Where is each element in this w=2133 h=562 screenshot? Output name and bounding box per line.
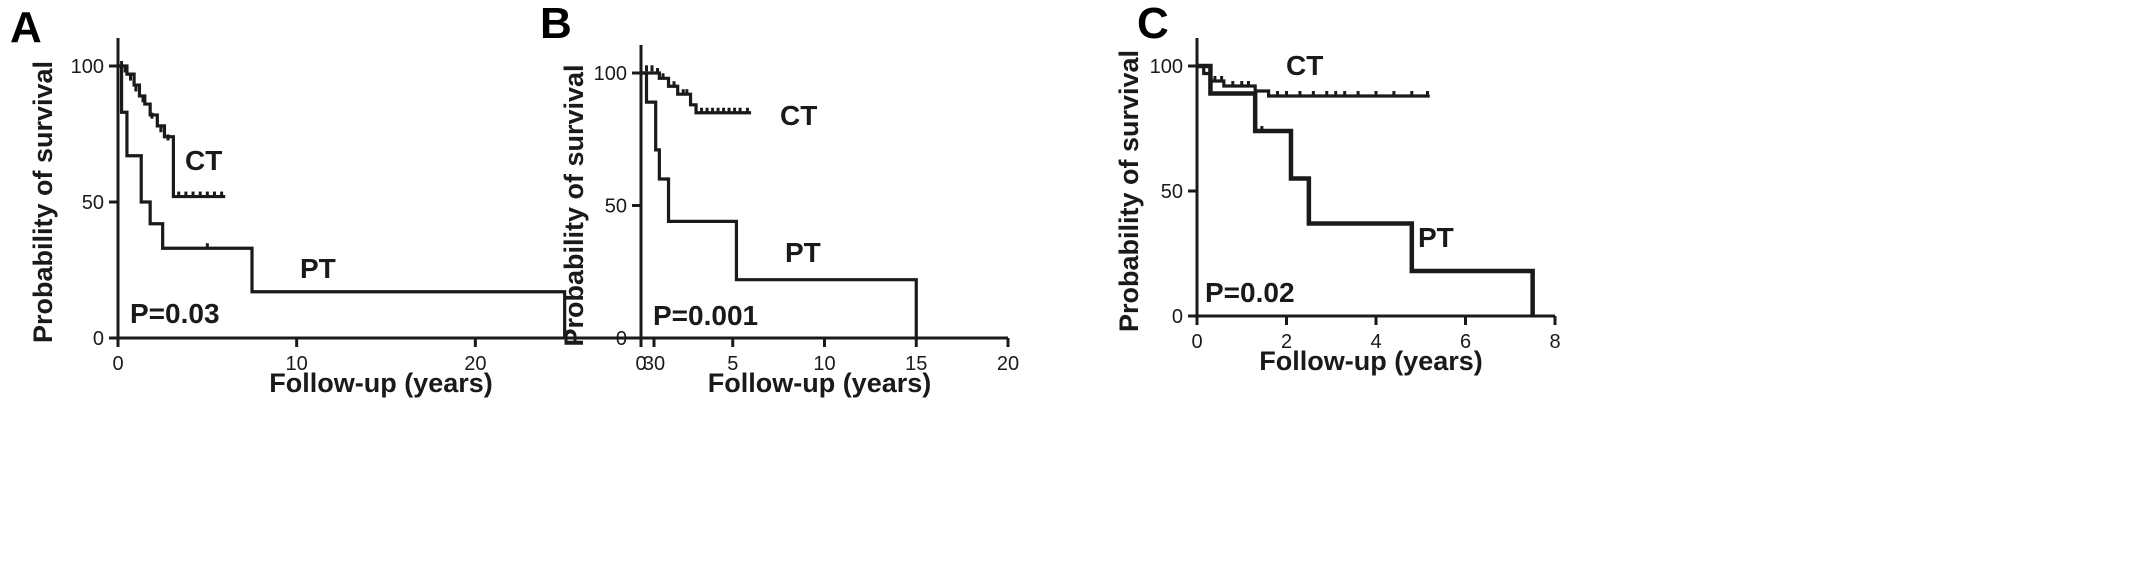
panel-b: B 0 50 100 0 5 10 15 20 Follow-up (years) Probabil…	[540, 0, 1019, 398]
y-tick-label: 50	[605, 196, 627, 218]
series-label-pt: PT	[785, 237, 821, 268]
p-value: P=0.001	[653, 300, 758, 331]
y-axis-label: Probability of survival	[1114, 50, 1144, 332]
x-axis-label: Follow-up (years)	[269, 368, 493, 398]
series-label-ct: CT	[185, 145, 222, 176]
y-tick-label: 100	[594, 63, 627, 85]
panel-letter: C	[1137, 0, 1169, 48]
series-ct-curve	[1197, 64, 1430, 98]
panel-a: A 0 50 100 0 10 20 30 Follow-up (years) Probabili…	[10, 3, 665, 398]
x-tick-label: 10	[286, 353, 308, 375]
x-tick-label: 0	[1191, 331, 1202, 353]
series-pt-curve	[1197, 63, 1535, 316]
x-tick-label: 4	[1370, 331, 1381, 353]
series-pt-curve	[118, 64, 567, 338]
x-tick-label: 2	[1281, 331, 1292, 353]
x-tick-label: 15	[905, 353, 927, 375]
x-tick-label: 30	[643, 353, 665, 375]
x-tick-label: 10	[813, 353, 835, 375]
y-tick-label: 100	[1150, 56, 1183, 78]
x-tick-label: 0	[635, 353, 646, 375]
panel-letter: B	[540, 0, 572, 48]
x-tick-label: 6	[1460, 331, 1471, 353]
series-label-ct: CT	[780, 100, 817, 131]
series-ct-curve	[641, 71, 752, 115]
series-label-pt: PT	[1418, 222, 1454, 253]
series-pt-curve	[641, 71, 918, 338]
y-axis-label: Probability of survival	[28, 61, 58, 343]
x-tick-label: 8	[1549, 331, 1560, 353]
x-tick-label: 20	[464, 353, 486, 375]
p-value: P=0.03	[130, 298, 220, 329]
y-tick-label: 0	[616, 328, 627, 350]
x-axis-label: Follow-up (years)	[708, 368, 932, 398]
p-value: P=0.02	[1205, 277, 1295, 308]
series-ct-curve	[118, 64, 226, 199]
y-tick-label: 50	[1161, 181, 1183, 203]
panel-c: C 0 50 100 0 2 4 6 8 Follow-up (years) Probability…	[1114, 0, 1561, 376]
x-tick-label: 5	[727, 353, 738, 375]
panel-letter: A	[10, 3, 42, 52]
y-tick-label: 0	[93, 328, 104, 350]
y-tick-label: 0	[1172, 306, 1183, 328]
series-label-pt: PT	[300, 253, 336, 284]
series-label-ct: CT	[1286, 50, 1323, 81]
x-tick-label: 20	[997, 353, 1019, 375]
y-axis-label: Probability of survival	[559, 64, 589, 346]
y-tick-label: 50	[82, 192, 104, 214]
x-axis-label: Follow-up (years)	[1259, 346, 1483, 376]
x-tick-label: 0	[112, 353, 123, 375]
y-tick-label: 100	[71, 56, 104, 78]
